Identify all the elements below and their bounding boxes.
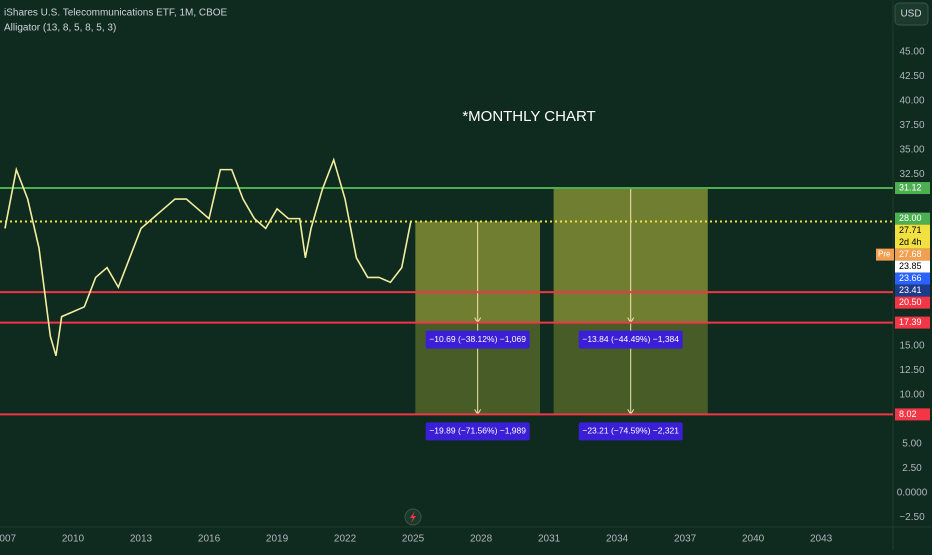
price-label-box xyxy=(895,260,930,273)
x-tick-label: 2028 xyxy=(470,534,493,545)
measure-label: −10.69 (−38.12%) −1,069 xyxy=(429,334,526,344)
currency-button[interactable] xyxy=(894,2,929,26)
measure-label-box xyxy=(425,422,530,441)
y-tick-label: 32.50 xyxy=(899,169,924,180)
price-label: 17.39 xyxy=(899,317,922,327)
price-label: 31.12 xyxy=(899,182,922,192)
measure-label: −19.89 (−71.56%) −1,989 xyxy=(429,426,526,436)
y-tick-label: 40.00 xyxy=(899,96,924,107)
price-label-box xyxy=(895,296,930,309)
price-label-box xyxy=(895,224,930,249)
symbol-title: iShares U.S. Telecommunications ETF, 1M,… xyxy=(4,8,228,19)
x-tick-label: 2043 xyxy=(810,534,833,545)
y-tick-label: 35.00 xyxy=(899,145,924,156)
price-label-box xyxy=(895,212,930,225)
x-tick-label: 2040 xyxy=(742,534,765,545)
annotation: *MONTHLY CHART xyxy=(462,108,595,125)
pre-badge xyxy=(876,248,894,261)
y-tick-label: 10.00 xyxy=(899,390,924,401)
lightning-icon[interactable] xyxy=(404,508,422,526)
x-tick-label: 2022 xyxy=(334,534,357,545)
x-tick-label: 2034 xyxy=(606,534,629,545)
x-tick-label: 2013 xyxy=(130,534,153,545)
price-label: 28.00 xyxy=(899,213,922,223)
x-tick-label: 2031 xyxy=(538,534,561,545)
y-tick-label: 37.50 xyxy=(899,120,924,131)
y-tick-label: 2.50 xyxy=(902,463,922,474)
x-tick-label: 2025 xyxy=(402,534,425,545)
measure-label: −23.21 (−74.59%) −2,321 xyxy=(582,426,679,436)
price-label: 20.50 xyxy=(899,297,922,307)
x-tick-label: 2019 xyxy=(266,534,289,545)
x-tick-label: 2016 xyxy=(198,534,221,545)
price-label: 23.66 xyxy=(899,273,922,283)
measure-label-box xyxy=(578,330,683,349)
y-tick-label: 12.50 xyxy=(899,365,924,376)
price-label: 27.68 xyxy=(899,249,922,259)
y-tick-label: −2.50 xyxy=(899,512,925,523)
price-label: 27.71 xyxy=(899,225,922,235)
y-tick-label: 0.0000 xyxy=(897,488,928,499)
x-tick-label: 2010 xyxy=(62,534,85,545)
y-tick-label: 42.50 xyxy=(899,71,924,82)
currency-label[interactable]: USD xyxy=(900,9,921,20)
price-label-box xyxy=(895,316,930,329)
y-tick-label: 45.00 xyxy=(899,47,924,58)
price-label-note: 2d 4h xyxy=(899,237,922,247)
price-label-box xyxy=(895,182,930,195)
price-label: 8.02 xyxy=(899,409,917,419)
pre-label: Pre xyxy=(878,250,891,259)
y-tick-label: 15.00 xyxy=(899,341,924,352)
price-label-box xyxy=(895,284,930,297)
price-label-box xyxy=(895,272,930,285)
measure-label-box xyxy=(425,330,530,349)
price-label: 23.85 xyxy=(899,261,922,271)
price-label: 23.41 xyxy=(899,285,922,295)
y-tick-label: 5.00 xyxy=(902,439,922,450)
price-line xyxy=(4,157,412,357)
price-label-box xyxy=(895,248,930,261)
x-tick-label: 2007 xyxy=(0,534,17,545)
x-tick-label: 2037 xyxy=(674,534,697,545)
measure-label: −13.84 (−44.49%) −1,384 xyxy=(582,334,679,344)
indicator-label: Alligator (13, 8, 5, 8, 5, 3) xyxy=(4,23,116,34)
price-label-box xyxy=(895,408,930,421)
measure-label-box xyxy=(578,422,683,441)
